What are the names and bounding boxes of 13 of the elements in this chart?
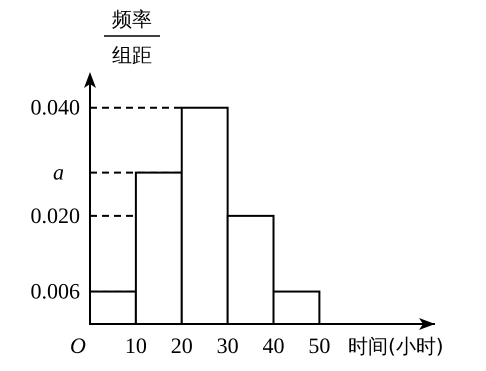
text: 组距 [112, 43, 152, 67]
y-tick-label: a [53, 160, 64, 185]
x-tick-label: 30 [216, 333, 239, 358]
x-axis-title: 时间(小时) [348, 334, 444, 358]
x-tick-label: 50 [308, 333, 330, 358]
x-tick-label: O [70, 333, 86, 358]
y-axis-title: 频率 [112, 7, 152, 31]
y-tick-label: 0.040 [30, 94, 80, 120]
x-tick-label: 40 [262, 333, 285, 358]
x-tick-label: 10 [124, 333, 147, 358]
y-tick-label: 0.006 [30, 278, 80, 304]
y-tick-label: 0.020 [30, 202, 80, 228]
x-tick-label: 20 [170, 333, 193, 358]
